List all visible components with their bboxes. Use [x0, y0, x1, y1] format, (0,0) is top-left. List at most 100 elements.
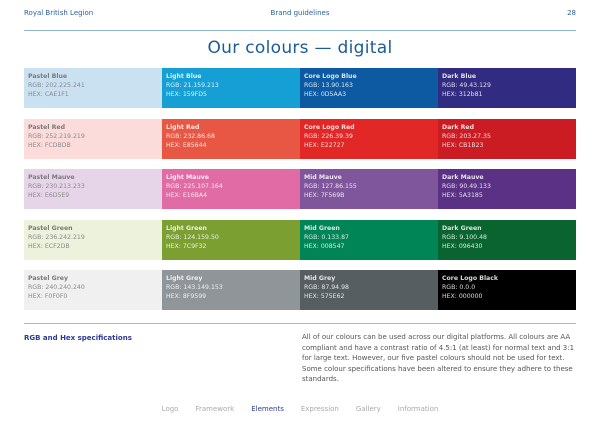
colour-swatch: Pastel Green RGB: 236.242.219 HEX: ECF2DB: [24, 220, 162, 260]
colour-swatch: Pastel Blue RGB: 202.225.241 HEX: CAE1F1: [24, 68, 162, 108]
nav-item-elements[interactable]: Elements: [251, 405, 284, 413]
swatch-rgb: RGB: 21.159.213: [166, 82, 219, 89]
swatch-row: Pastel Grey RGB: 240.240.240 HEX: F0F0F0 Li…: [24, 270, 576, 310]
colour-swatch: Dark Blue RGB: 49.43.129 HEX: 312b81: [438, 68, 576, 108]
swatch-hex: HEX: E22727: [304, 142, 345, 149]
swatch-rgb: RGB: 49.43.129: [442, 82, 491, 89]
section-divider: [24, 323, 576, 324]
swatch-row: Pastel Red RGB: 252.219.219 HEX: FCDBDB Lig…: [24, 119, 576, 159]
colour-swatch: Light Mauve RGB: 225.107.164 HEX: E16BA4: [162, 169, 300, 209]
colour-swatch: Dark Red RGB: 203.27.35 HEX: CB1B23: [438, 119, 576, 159]
swatch-hex: HEX: 5A3185: [442, 192, 483, 199]
swatch-hex: HEX: CB1B23: [442, 142, 484, 149]
nav-item-logo[interactable]: Logo: [161, 405, 179, 413]
swatch-name: Dark Red: [442, 124, 475, 131]
subheading: RGB and Hex specifications: [24, 334, 132, 342]
swatch-rgb: RGB: 230.213.233: [28, 183, 85, 190]
swatch-name: Pastel Green: [28, 225, 73, 232]
swatch-hex: HEX: 096430: [442, 243, 483, 250]
swatch-hex: HEX: CAE1F1: [28, 91, 69, 98]
swatch-hex: HEX: E16BA4: [166, 192, 208, 199]
swatch-rgb: RGB: 0.133.87: [304, 234, 349, 241]
swatch-name: Pastel Mauve: [28, 174, 75, 181]
swatch-name: Light Grey: [166, 275, 203, 282]
swatch-rgb: RGB: 124.159.50: [166, 234, 219, 241]
swatch-name: Mid Green: [304, 225, 340, 232]
nav-item-gallery[interactable]: Gallery: [355, 405, 381, 413]
header-section: Brand guidelines: [270, 9, 330, 17]
header-org: Royal British Legion: [24, 9, 94, 17]
swatch-hex: HEX: 159FD5: [166, 91, 207, 98]
swatch-name: Dark Mauve: [442, 174, 484, 181]
colour-swatch: Dark Green RGB: 9.100.48 HEX: 096430: [438, 220, 576, 260]
swatch-rgb: RGB: 252.219.219: [28, 133, 85, 140]
colour-swatch: Core Logo Red RGB: 226.39.39 HEX: E22727: [300, 119, 438, 159]
swatch-rgb: RGB: 90.49.133: [442, 183, 491, 190]
swatch-name: Pastel Red: [28, 124, 66, 131]
page-title: Our colours — digital: [207, 38, 393, 58]
colour-swatch: Light Green RGB: 124.159.50 HEX: 7C9F32: [162, 220, 300, 260]
swatch-hex: HEX: 000000: [442, 293, 483, 300]
colour-swatch: Core Logo Blue RGB: 13.90.163 HEX: 0D5AA3: [300, 68, 438, 108]
swatch-hex: HEX: E6D5E9: [28, 192, 70, 199]
swatch-name: Core Logo Blue: [304, 73, 357, 80]
swatch-row: Pastel Mauve RGB: 230.213.233 HEX: E6D5E9 L…: [24, 169, 576, 209]
swatch-name: Dark Blue: [442, 73, 477, 80]
colour-swatch: Pastel Mauve RGB: 230.213.233 HEX: E6D5E9: [24, 169, 162, 209]
colour-swatch: Pastel Red RGB: 252.219.219 HEX: FCDBDB: [24, 119, 162, 159]
nav-item-framework[interactable]: Framework: [195, 405, 235, 413]
swatch-rgb: RGB: 127.86.155: [304, 183, 357, 190]
swatch-rgb: RGB: 236.242.219: [28, 234, 85, 241]
swatch-hex: HEX: 7F569B: [304, 192, 345, 199]
swatch-name: Core Logo Black: [442, 275, 499, 282]
header-divider: [24, 30, 576, 31]
swatch-rgb: RGB: 232.86.68: [166, 133, 215, 140]
swatch-name: Light Red: [166, 124, 200, 131]
swatch-row: Pastel Blue RGB: 202.225.241 HEX: CAE1F1 Li…: [24, 68, 576, 108]
colour-swatch: Dark Mauve RGB: 90.49.133 HEX: 5A3185: [438, 169, 576, 209]
swatch-rgb: RGB: 9.100.48: [442, 234, 487, 241]
colour-swatch: Mid Grey RGB: 87.94.98 HEX: 575E62: [300, 270, 438, 310]
swatch-rgb: RGB: 143.149.153: [166, 284, 223, 291]
swatch-hex: HEX: E85644: [166, 142, 207, 149]
swatch-hex: HEX: 8F9599: [166, 293, 207, 300]
swatch-name: Light Mauve: [166, 174, 209, 181]
swatch-name: Pastel Blue: [28, 73, 68, 80]
swatch-hex: HEX: 312b81: [442, 91, 483, 98]
nav-item-information[interactable]: Information: [397, 405, 439, 413]
swatch-rgb: RGB: 203.27.35: [442, 133, 491, 140]
colour-swatch: Mid Green RGB: 0.133.87 HEX: 008547: [300, 220, 438, 260]
swatch-hex: HEX: FCDBDB: [28, 142, 71, 149]
swatch-name: Dark Green: [442, 225, 482, 232]
page-number: 28: [567, 9, 576, 17]
colour-swatch: Light Red RGB: 232.86.68 HEX: E85644: [162, 119, 300, 159]
footer-nav: Logo Framework Elements Expression Gallery In…: [0, 405, 600, 413]
swatch-name: Light Blue: [166, 73, 202, 80]
nav-item-expression[interactable]: Expression: [300, 405, 339, 413]
swatch-rgb: RGB: 0.0.0: [442, 284, 476, 291]
swatch-name: Mid Grey: [304, 275, 336, 282]
colour-swatch: Pastel Grey RGB: 240.240.240 HEX: F0F0F0: [24, 270, 162, 310]
swatch-rgb: RGB: 202.225.241: [28, 82, 85, 89]
swatch-name: Mid Mauve: [304, 174, 342, 181]
swatch-rgb: RGB: 87.94.98: [304, 284, 349, 291]
swatch-rgb: RGB: 13.90.163: [304, 82, 353, 89]
swatch-row: Pastel Green RGB: 236.242.219 HEX: ECF2DB L…: [24, 220, 576, 260]
swatch-name: Light Green: [166, 225, 207, 232]
swatch-hex: HEX: 008547: [304, 243, 345, 250]
swatch-name: Core Logo Red: [304, 124, 355, 131]
swatch-hex: HEX: 7C9F32: [166, 243, 207, 250]
swatch-rgb: RGB: 226.39.39: [304, 133, 353, 140]
swatch-hex: HEX: 575E62: [304, 293, 345, 300]
colour-swatch: Core Logo Black RGB: 0.0.0 HEX: 000000: [438, 270, 576, 310]
swatch-hex: HEX: ECF2DB: [28, 243, 70, 250]
colour-swatch: Light Blue RGB: 21.159.213 HEX: 159FD5: [162, 68, 300, 108]
swatch-name: Pastel Grey: [28, 275, 69, 282]
swatch-hex: HEX: 0D5AA3: [304, 91, 347, 98]
swatch-rgb: RGB: 240.240.240: [28, 284, 85, 291]
description: All of our colours can be used across ou…: [302, 333, 575, 383]
swatch-rgb: RGB: 225.107.164: [166, 183, 223, 190]
colour-swatch: Mid Mauve RGB: 127.86.155 HEX: 7F569B: [300, 169, 438, 209]
swatch-hex: HEX: F0F0F0: [28, 293, 68, 300]
colour-swatch: Light Grey RGB: 143.149.153 HEX: 8F9599: [162, 270, 300, 310]
